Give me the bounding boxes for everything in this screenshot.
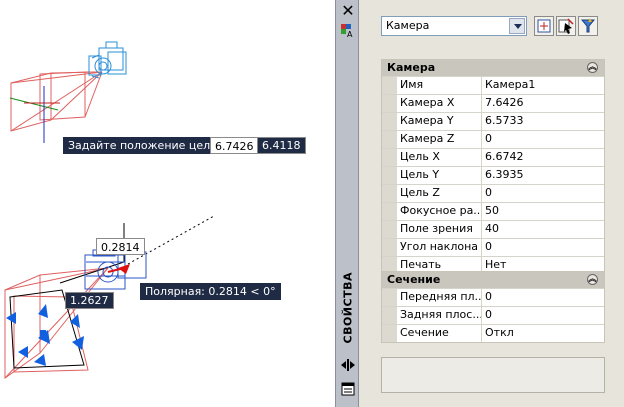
canvas-graphics bbox=[4, 41, 215, 379]
property-name: Сечение bbox=[397, 325, 482, 342]
dimension-lower-input[interactable]: 1.2627 bbox=[65, 292, 114, 309]
property-name: Задняя плос... bbox=[397, 307, 482, 324]
chevron-down-icon[interactable] bbox=[509, 18, 525, 34]
property-name: Фокусное ра... bbox=[397, 203, 482, 220]
polar-tracking-tooltip: Полярная: 0.2814 < 0° bbox=[140, 283, 281, 300]
auto-hide-icon[interactable] bbox=[340, 357, 356, 373]
property-row[interactable]: Имя Камера1 bbox=[382, 76, 604, 94]
property-row[interactable]: Задняя плос... 0 bbox=[382, 306, 604, 324]
property-value[interactable]: 0 bbox=[485, 308, 492, 321]
property-value[interactable]: 7.6426 bbox=[485, 96, 524, 109]
property-name: Поле зрения bbox=[397, 221, 482, 238]
collapse-icon[interactable]: ︽ bbox=[587, 62, 598, 73]
property-row[interactable]: Угол наклона 0 bbox=[382, 238, 604, 256]
object-type-select[interactable]: Камера bbox=[381, 16, 527, 36]
property-row[interactable]: Камера Y 6.5733 bbox=[382, 112, 604, 130]
property-row[interactable]: Передняя пл... 0 bbox=[382, 288, 604, 306]
close-icon[interactable]: ✕ bbox=[341, 1, 355, 20]
quick-select-icon bbox=[580, 18, 596, 33]
target-x-input[interactable]: 6.7426 bbox=[210, 137, 259, 154]
grip-markers bbox=[6, 304, 84, 366]
palette-properties-icon[interactable]: A bbox=[340, 23, 356, 39]
property-name: Цель Y bbox=[397, 167, 482, 184]
camera-section-header[interactable]: Камера ︽ bbox=[382, 60, 604, 76]
property-name: Передняя пл... bbox=[397, 289, 482, 306]
quick-select-button[interactable] bbox=[578, 16, 598, 36]
dimension-upper-input[interactable]: 0.2814 bbox=[96, 238, 145, 255]
property-value[interactable]: 0 bbox=[485, 240, 492, 253]
target-y-input[interactable]: 6.4118 bbox=[257, 137, 306, 154]
property-value[interactable]: Нет bbox=[485, 258, 507, 271]
property-row[interactable]: Фокусное ра... 50 bbox=[382, 202, 604, 220]
object-type-value: Камера bbox=[386, 19, 430, 32]
section-cut-header[interactable]: Сечение ︽ bbox=[382, 272, 604, 288]
section-cut-title: Сечение bbox=[387, 273, 441, 286]
select-objects-button[interactable] bbox=[556, 16, 576, 36]
property-name: Цель Z bbox=[397, 185, 482, 202]
upper-camera-frustum bbox=[10, 71, 103, 132]
property-value[interactable]: 40 bbox=[485, 222, 499, 235]
property-value[interactable]: 6.6742 bbox=[485, 150, 524, 163]
pickadd-icon bbox=[537, 19, 551, 33]
select-objects-icon bbox=[558, 18, 574, 34]
property-name: Угол наклона bbox=[397, 239, 482, 256]
property-name: Камера Z bbox=[397, 131, 482, 148]
property-name: Камера X bbox=[397, 95, 482, 112]
section-cut-section: Сечение ︽ Передняя пл... 0 Задняя плос...… bbox=[381, 271, 605, 343]
property-value[interactable]: 6.5733 bbox=[485, 114, 524, 127]
property-name: Имя bbox=[397, 77, 482, 94]
property-row[interactable]: Поле зрения 40 bbox=[382, 220, 604, 238]
property-name: Печать bbox=[397, 257, 482, 274]
palette-titlebar[interactable]: ✕ A СВОЙСТВА bbox=[335, 0, 359, 407]
property-name: Цель X bbox=[397, 149, 482, 166]
property-row[interactable]: Цель X 6.6742 bbox=[382, 148, 604, 166]
property-name: Камера Y bbox=[397, 113, 482, 130]
camera-section-title: Камера bbox=[387, 61, 436, 74]
camera-section: Камера ︽ Имя Камера1 Камера X 7.6426 Камер… bbox=[381, 59, 605, 275]
property-value[interactable]: 50 bbox=[485, 204, 499, 217]
properties-palette: ✕ A СВОЙСТВА Камера bbox=[335, 0, 624, 407]
collapse-icon[interactable]: ︽ bbox=[587, 274, 598, 285]
description-panel bbox=[381, 357, 605, 393]
property-row[interactable]: Цель Y 6.3935 bbox=[382, 166, 604, 184]
property-value[interactable]: 0 bbox=[485, 290, 492, 303]
palette-vertical-title: СВОЙСТВА bbox=[341, 272, 355, 344]
property-row[interactable]: Камера X 7.6426 bbox=[382, 94, 604, 112]
property-value[interactable]: Камера1 bbox=[485, 78, 536, 91]
palette-content: Камера Камера bbox=[375, 0, 622, 407]
palette-menu-icon[interactable] bbox=[340, 381, 356, 397]
toggle-pickadd-button[interactable] bbox=[534, 16, 554, 36]
lower-camera-frustum bbox=[4, 267, 109, 379]
property-value[interactable]: 0 bbox=[485, 132, 492, 145]
lower-frustum-near-plane bbox=[9, 289, 85, 369]
dynamic-input-prompt: Задайте положение цели: bbox=[63, 137, 227, 154]
property-row[interactable]: Печать Нет bbox=[382, 256, 604, 274]
upper-camera-glyph bbox=[88, 41, 127, 79]
property-value[interactable]: 6.3935 bbox=[485, 168, 524, 181]
property-value[interactable]: 0 bbox=[485, 186, 492, 199]
drawing-canvas[interactable]: Задайте положение цели: 6.7426 6.4118 0.… bbox=[0, 0, 335, 407]
svg-text:A: A bbox=[347, 30, 353, 39]
property-value[interactable]: Откл bbox=[485, 326, 514, 339]
property-row[interactable]: Сечение Откл bbox=[382, 324, 604, 342]
